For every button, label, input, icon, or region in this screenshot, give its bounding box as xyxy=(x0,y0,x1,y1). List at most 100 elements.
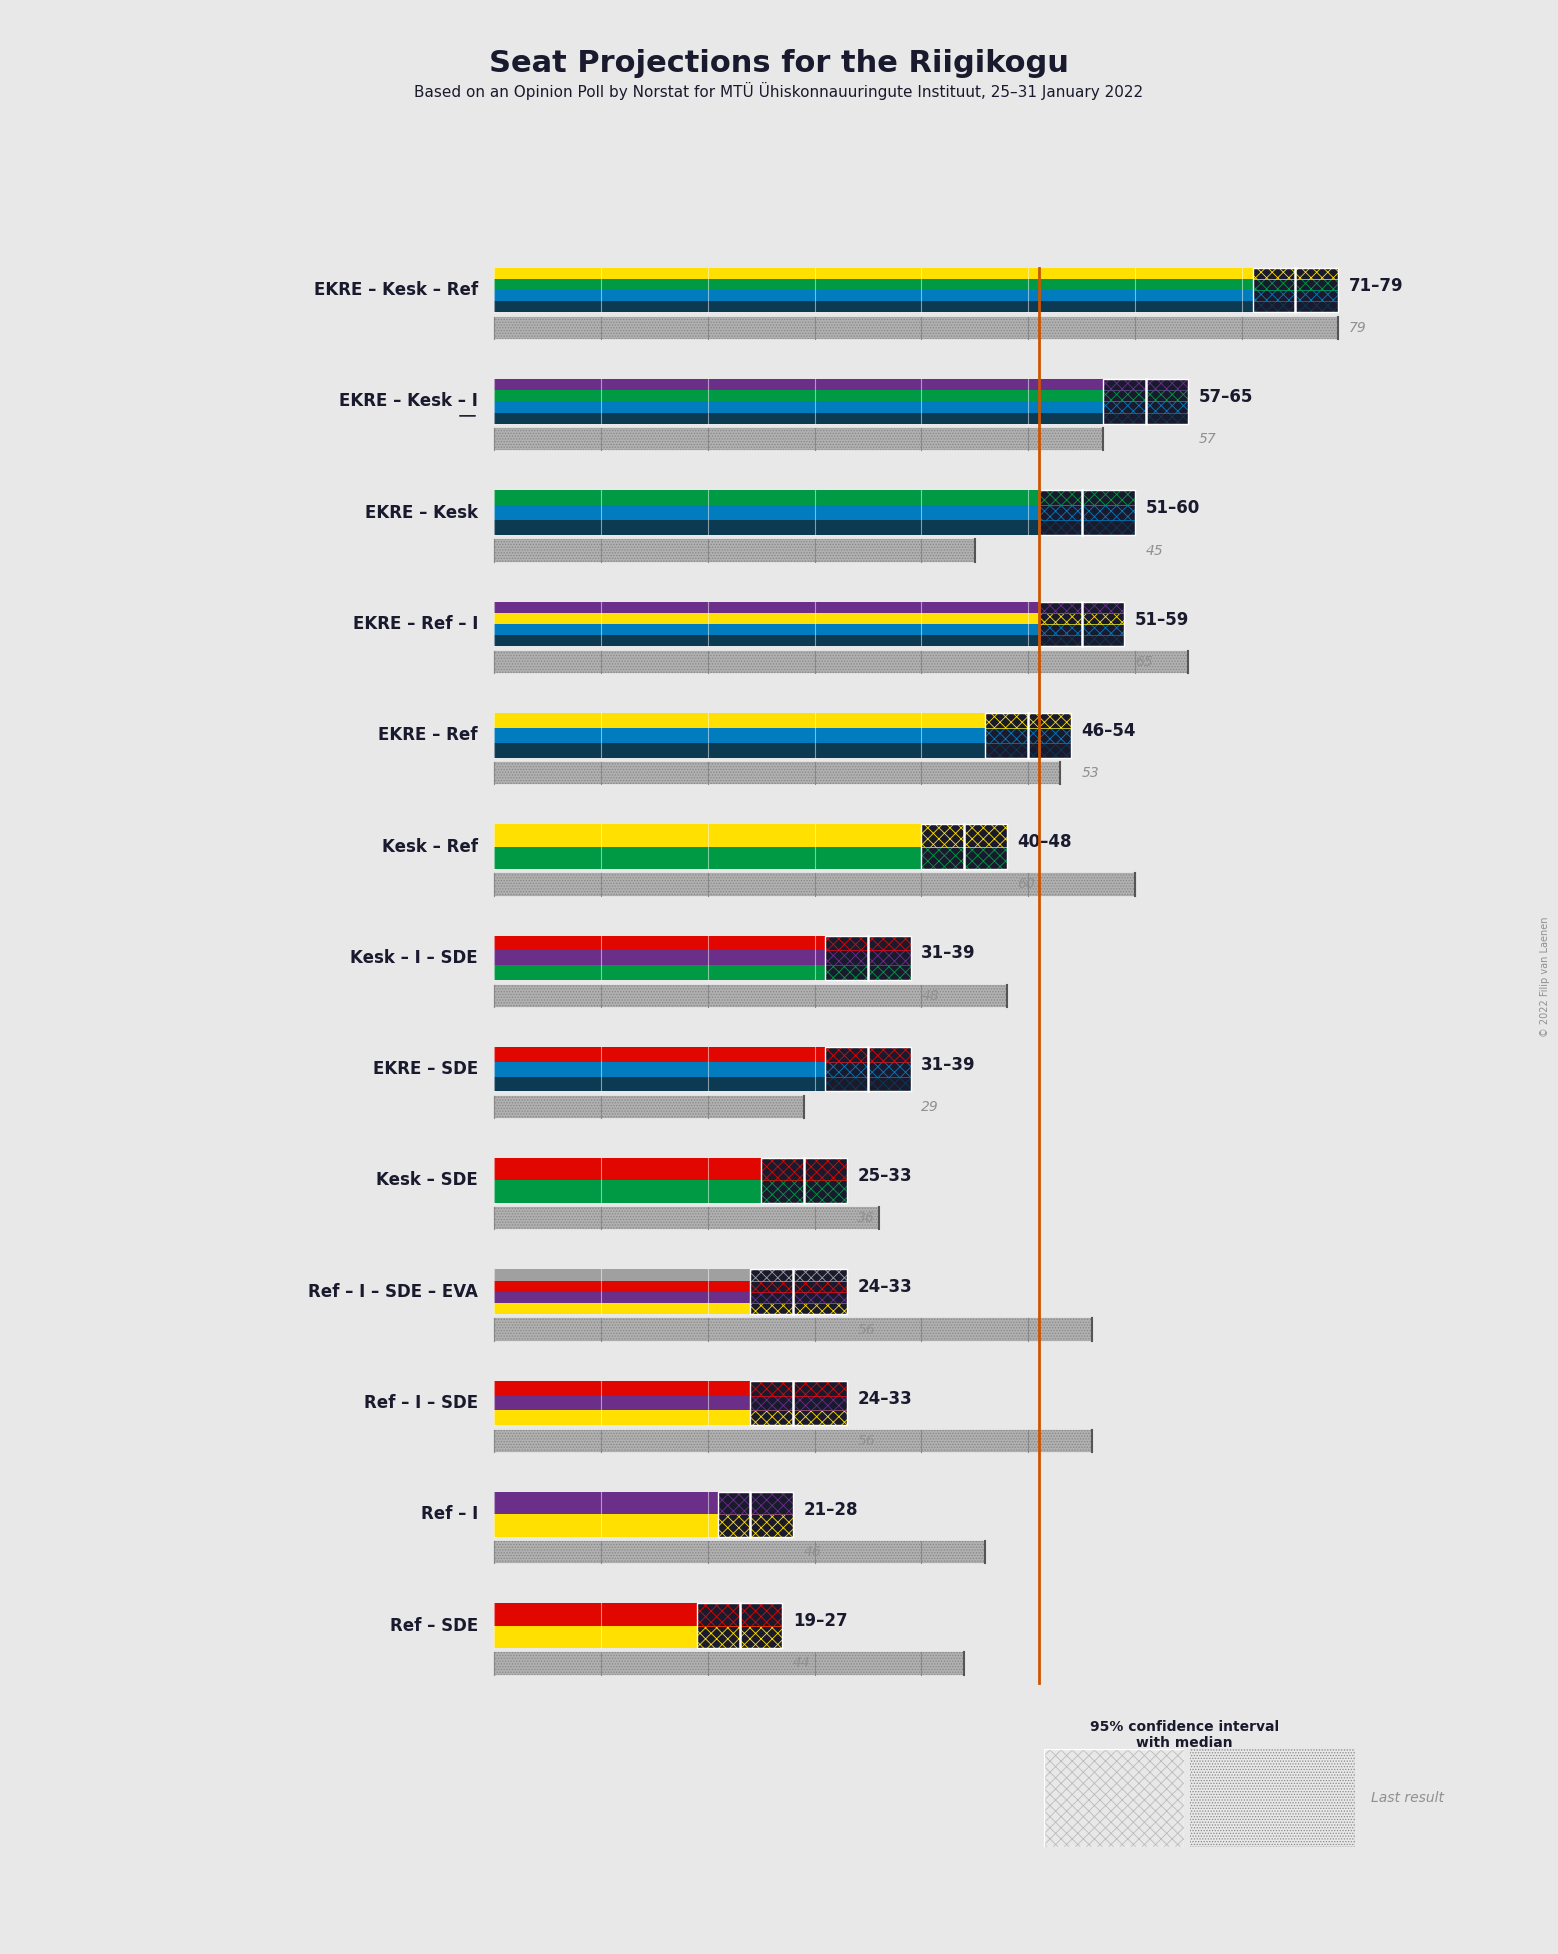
Text: 95% confidence interval
with median: 95% confidence interval with median xyxy=(1089,1720,1279,1749)
Bar xyxy=(494,428,1103,449)
Text: 46: 46 xyxy=(804,1546,821,1559)
Bar xyxy=(826,1061,911,1077)
Bar xyxy=(751,1270,846,1313)
Bar xyxy=(921,846,1006,870)
Bar xyxy=(494,727,986,743)
Bar xyxy=(494,490,1039,506)
Text: 46–54: 46–54 xyxy=(1081,721,1136,741)
Bar xyxy=(826,936,911,981)
Text: Based on an Opinion Poll by Norstat for MTÜ Ühiskonnauuringute Instituut, 25–31 : Based on an Opinion Poll by Norstat for … xyxy=(414,82,1144,100)
Bar xyxy=(494,950,826,965)
Bar xyxy=(1103,379,1189,424)
Bar xyxy=(494,506,1039,520)
Text: 79: 79 xyxy=(1349,320,1366,334)
Bar xyxy=(718,1493,793,1514)
Bar xyxy=(760,1159,846,1202)
Text: 24–33: 24–33 xyxy=(857,1389,911,1407)
Bar xyxy=(986,727,1070,743)
Bar xyxy=(494,317,1338,340)
Bar xyxy=(494,1077,826,1092)
Bar xyxy=(751,1270,846,1280)
Bar xyxy=(494,401,1103,412)
Bar xyxy=(751,1303,846,1313)
Bar xyxy=(760,1180,846,1202)
Bar xyxy=(1253,268,1338,313)
Bar xyxy=(494,279,1253,289)
Bar xyxy=(1103,412,1189,424)
Text: 45: 45 xyxy=(1145,543,1164,557)
Text: Kesk – SDE: Kesk – SDE xyxy=(375,1170,478,1190)
Bar xyxy=(1039,602,1125,647)
Bar xyxy=(1253,268,1338,313)
Bar xyxy=(826,965,911,981)
Bar xyxy=(751,1381,846,1424)
Bar xyxy=(494,289,1253,301)
Bar xyxy=(494,520,1039,535)
Bar xyxy=(494,1430,1092,1452)
Bar xyxy=(751,1280,846,1292)
Bar xyxy=(751,1381,846,1395)
Bar xyxy=(1039,506,1136,520)
Bar xyxy=(494,1653,964,1675)
Bar xyxy=(1039,635,1125,647)
Bar xyxy=(826,1077,911,1092)
Bar xyxy=(494,1653,964,1675)
Bar xyxy=(494,825,921,846)
Bar xyxy=(494,985,1006,1006)
Text: EKRE – SDE: EKRE – SDE xyxy=(372,1061,478,1079)
Bar xyxy=(494,965,826,981)
Bar xyxy=(494,635,1039,647)
Text: Kesk – Ref: Kesk – Ref xyxy=(382,838,478,856)
Text: 25–33: 25–33 xyxy=(857,1167,911,1184)
Bar xyxy=(494,391,1103,401)
Bar xyxy=(1103,401,1189,412)
Text: 56: 56 xyxy=(857,1323,876,1337)
Text: Ref – I: Ref – I xyxy=(421,1505,478,1524)
Bar xyxy=(751,1381,846,1424)
Text: EKRE – Kesk: EKRE – Kesk xyxy=(365,504,478,522)
Bar xyxy=(494,379,1103,391)
Bar xyxy=(494,1280,751,1292)
Bar xyxy=(1039,490,1136,535)
Text: 57: 57 xyxy=(1200,432,1217,446)
Text: Kesk – I – SDE: Kesk – I – SDE xyxy=(351,950,478,967)
Bar xyxy=(494,1061,826,1077)
Bar xyxy=(494,1208,879,1229)
Bar xyxy=(494,762,1061,784)
Text: 51–60: 51–60 xyxy=(1145,498,1200,518)
Bar xyxy=(986,743,1070,758)
Bar xyxy=(494,985,1006,1006)
Bar xyxy=(1103,379,1189,424)
Bar xyxy=(826,1047,911,1092)
Bar xyxy=(696,1626,782,1647)
Bar xyxy=(1103,379,1189,391)
Text: 36: 36 xyxy=(857,1211,876,1225)
Text: 44: 44 xyxy=(793,1657,810,1671)
Bar xyxy=(1253,301,1338,313)
Text: 57–65: 57–65 xyxy=(1200,389,1254,406)
Text: 56: 56 xyxy=(857,1434,876,1448)
Bar xyxy=(494,846,921,870)
Text: 31–39: 31–39 xyxy=(921,944,975,963)
Bar xyxy=(494,1208,879,1229)
Bar xyxy=(751,1292,846,1303)
Text: Seat Projections for the Riigikogu: Seat Projections for the Riigikogu xyxy=(489,49,1069,78)
Bar xyxy=(718,1493,793,1536)
Text: 51–59: 51–59 xyxy=(1136,610,1189,629)
Text: 21–28: 21–28 xyxy=(804,1501,858,1518)
Bar xyxy=(1103,391,1189,401)
Text: Ref – I – SDE – EVA: Ref – I – SDE – EVA xyxy=(308,1282,478,1301)
Bar xyxy=(494,317,1338,340)
Text: 53: 53 xyxy=(1081,766,1100,780)
Bar xyxy=(494,651,1189,672)
Text: 65: 65 xyxy=(1136,655,1153,668)
Bar xyxy=(494,1411,751,1424)
Bar xyxy=(494,1514,718,1536)
Text: © 2022 Filip van Laenen: © 2022 Filip van Laenen xyxy=(1541,916,1550,1038)
Bar xyxy=(494,873,1136,895)
Text: EKRE – Kesk – Ref: EKRE – Kesk – Ref xyxy=(313,281,478,299)
Bar xyxy=(826,936,911,950)
Bar xyxy=(494,1542,986,1563)
Bar xyxy=(1253,279,1338,289)
Bar xyxy=(494,873,1136,895)
